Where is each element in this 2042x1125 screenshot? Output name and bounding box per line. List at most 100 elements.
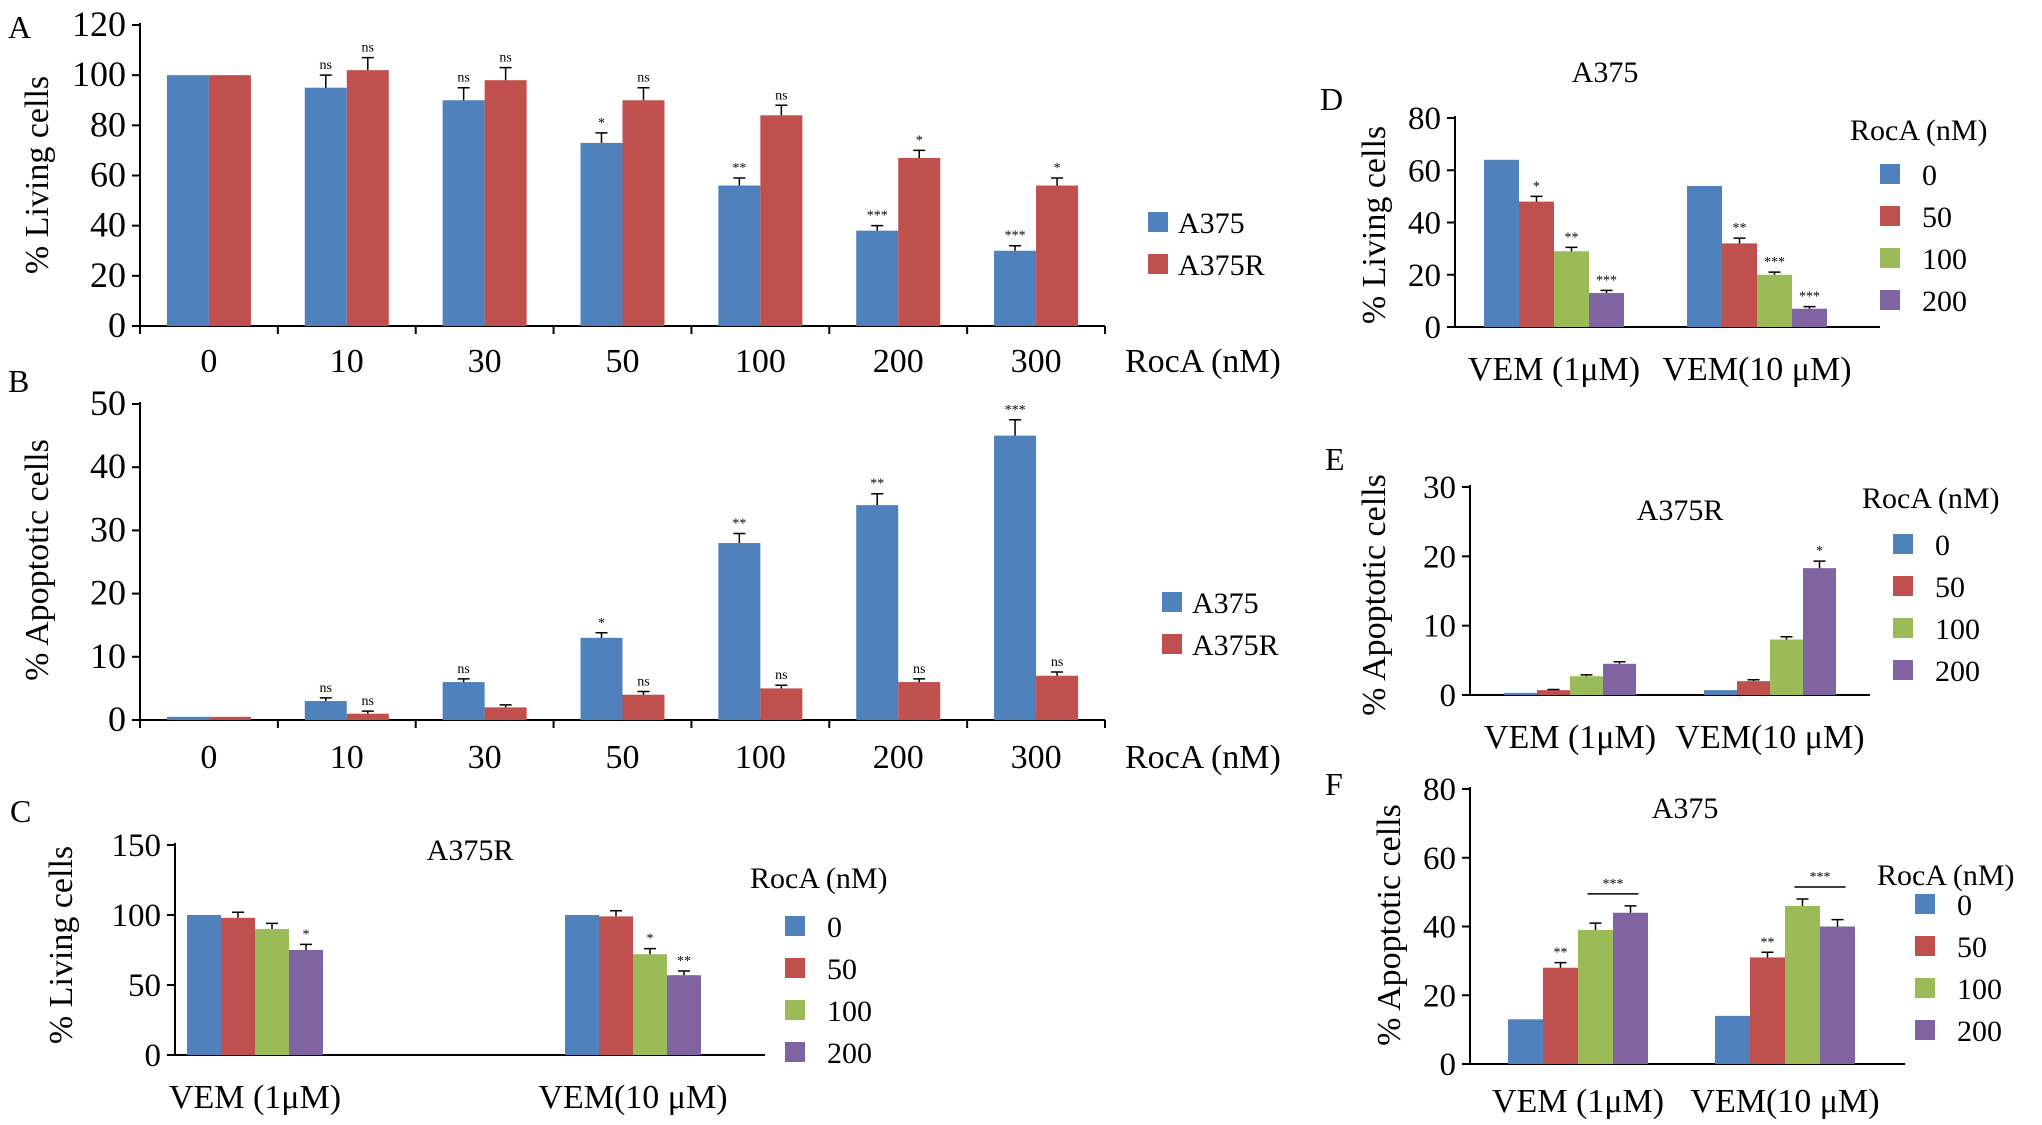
bar [856,230,899,326]
significance-label: ns [775,668,787,683]
x-tick-label: 300 [1011,343,1062,380]
error-bar [1554,961,1567,968]
legend-title: RocA (nM) [1862,482,2000,515]
significance-label: ns [320,681,332,696]
legend-label: 50 [1922,201,1952,234]
legend-swatch [1880,290,1900,310]
significance-label: *** [867,209,888,224]
x-tick-label: 50 [606,343,640,380]
y-tick-label: 120 [72,4,126,44]
legend-label: 100 [827,995,872,1028]
bar [1737,681,1770,695]
chart-title: A375 [1572,56,1639,89]
x-tick-label: 10 [330,343,364,380]
x-tick-label: 30 [468,739,502,776]
significance-label: *** [1603,877,1624,892]
significance-label: *** [1764,255,1785,270]
error-bar [300,943,312,950]
error-bar [1780,636,1793,640]
x-axis-label: RocA (nM) [1125,343,1281,380]
y-tick-label: 20 [1423,978,1456,1014]
significance-label: ** [732,517,746,532]
error-bar [775,104,788,116]
bar [1750,957,1785,1064]
bar [1519,201,1554,327]
bar [289,950,323,1055]
y-tick-label: 10 [90,636,126,676]
chart-title: A375R [1637,494,1724,527]
bar [1570,676,1603,695]
bar [1704,690,1737,695]
x-axis-label: RocA (nM) [1125,739,1281,776]
legend-swatch [1915,1020,1935,1040]
bar [1687,185,1722,327]
error-bar [1796,898,1809,906]
significance-label: * [1533,179,1540,194]
significance-label: ns [362,41,374,56]
bar [1722,243,1757,327]
bar [1785,905,1820,1064]
error-bar [1051,177,1064,186]
significance-label: * [916,133,923,148]
panel-letter: B [8,363,29,399]
error-bar [1613,660,1626,664]
bar [1504,692,1537,695]
y-tick-label: 50 [128,968,161,1004]
bar [580,142,623,326]
bar [760,688,803,720]
error-bar [232,911,244,918]
significance-label: ns [637,71,649,86]
error-bar [637,690,650,695]
error-bar [1813,560,1826,569]
significance-label: * [1054,161,1061,176]
bar [442,100,485,326]
significance-label: ns [362,694,374,709]
legend-swatch [1915,894,1935,914]
legend-label: 0 [1922,159,1937,192]
bar [898,157,941,326]
bar [255,929,289,1055]
bar [580,637,623,720]
legend-label: 0 [1957,889,1972,922]
significance-label: ns [320,58,332,73]
error-bar [319,74,332,88]
bar [718,543,761,720]
error-bar [913,678,926,683]
significance-label: * [598,116,605,131]
panel-letter: C [10,793,31,829]
legend-label: 0 [1935,529,1950,562]
x-tick-label: VEM (1μM) [1492,1083,1664,1120]
error-bar [457,86,470,101]
x-tick-label: VEM(10 μM) [1690,1083,1879,1120]
y-tick-label: 20 [90,573,126,613]
error-bar [1624,905,1637,913]
bar [1603,663,1636,695]
error-bar [457,678,470,683]
legend-swatch [1162,634,1182,654]
legend-label: A375R [1192,629,1279,662]
significance-label: ** [1761,935,1775,950]
bar [760,115,803,326]
y-axis-label: % Apoptotic cells [19,439,56,681]
y-tick-label: 100 [72,54,126,94]
bar [166,716,209,720]
y-tick-label: 80 [1423,772,1456,808]
y-tick-label: 20 [90,255,126,295]
x-tick-label: VEM (1μM) [1484,719,1656,756]
bar [304,701,347,720]
panel-e: E 0 10 20 30 % Apoptotic cells A375R * VEM (1μM)… [1325,441,2000,756]
bar [1543,967,1578,1064]
y-tick-label: 0 [1440,678,1457,714]
legend-label: 0 [827,911,842,944]
y-axis-label: % Apoptotic cells [1356,474,1393,716]
bar [599,916,633,1055]
error-bar [678,970,690,976]
error-bar [1589,922,1602,930]
y-tick-label: 150 [112,828,162,864]
legend-swatch [1880,164,1900,184]
panel-letter: E [1325,441,1345,477]
y-tick-label: 0 [145,1038,162,1074]
bar [1036,675,1079,720]
significance-label: ** [677,954,691,969]
bar [304,87,347,326]
